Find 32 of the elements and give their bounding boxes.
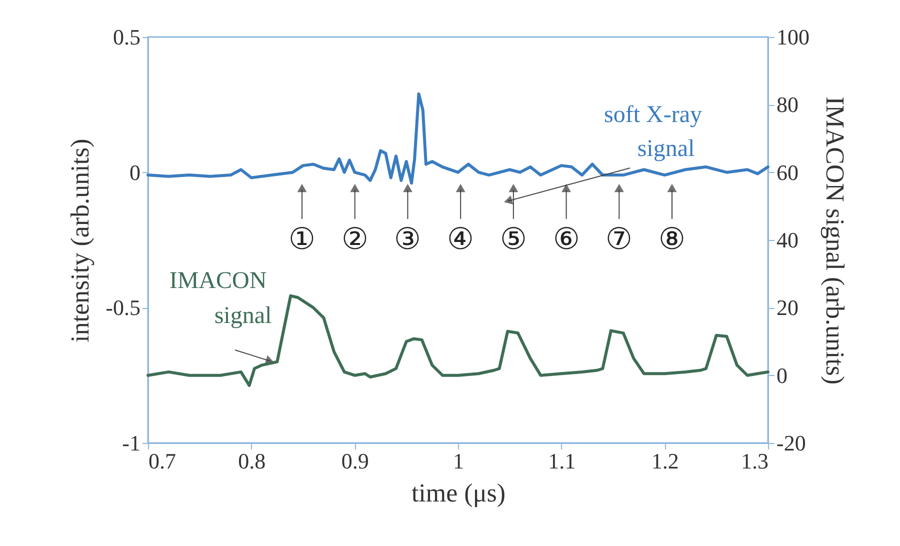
y2-tick-label: 60 (776, 160, 798, 185)
x-tick-label: 1.3 (741, 448, 768, 474)
annotation: ⑦ (606, 223, 633, 256)
annotation: soft X-ray signal (604, 102, 702, 162)
y2-tick-label: 0 (776, 362, 788, 388)
x-tick-label: 0.9 (341, 448, 369, 474)
x-tick-label: 1.1 (548, 448, 576, 474)
y-tick-label: -1 (122, 430, 140, 456)
x-tick-label: 1 (453, 448, 464, 474)
y-tick-label: 0 (130, 160, 140, 185)
annotation: ① (288, 223, 316, 256)
annotation: ⑥ (552, 223, 580, 256)
line-series (146, 294, 770, 387)
x-tick-label: 0.7 (148, 448, 176, 474)
y-axis-title: intensity (arb.units) (66, 138, 95, 342)
y2-tick-label: 40 (776, 228, 798, 252)
x-tick-label: 0.8 (238, 448, 266, 474)
annotation: ③ (394, 223, 422, 256)
x-tick-label: 1.2 (651, 448, 679, 474)
y2-axis-title: IMACON signal (arb.units) (820, 96, 850, 385)
y2-tick-label: -20 (776, 430, 806, 456)
annotation: ⑤ (500, 223, 527, 256)
y2-tick-label: 20 (776, 295, 798, 320)
y2-tick-label: 100 (776, 24, 810, 50)
annotation: ⑧ (658, 223, 686, 256)
y-tick-label: 0.5 (113, 24, 140, 50)
annotation: IMACON signal (169, 268, 272, 329)
annotation: ② (341, 223, 368, 256)
x-axis-title: time (μs) (411, 478, 506, 508)
y-tick-label: -0.5 (106, 295, 140, 320)
annotation: ④ (447, 223, 474, 256)
y2-tick-label: 80 (776, 92, 798, 118)
